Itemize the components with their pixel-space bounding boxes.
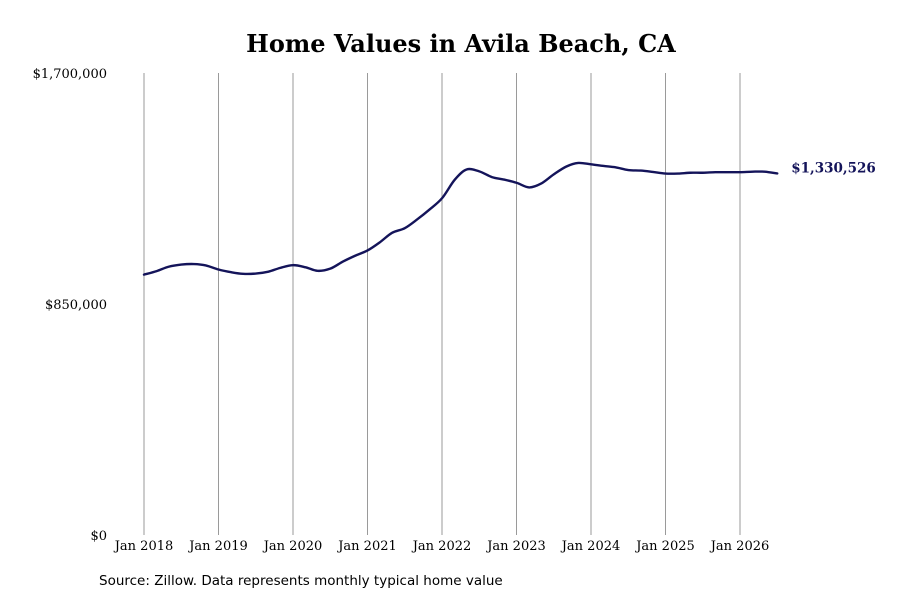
x-tick-label: Jan 2020 bbox=[262, 539, 323, 554]
x-tick-label: Jan 2018 bbox=[113, 539, 174, 554]
end-value-label: $1,330,526 bbox=[791, 160, 876, 176]
x-tick-label: Jan 2021 bbox=[336, 539, 397, 554]
series-line bbox=[142, 161, 779, 276]
y-tick-label: $1,700,000 bbox=[33, 67, 107, 82]
series-layer bbox=[142, 161, 779, 276]
y-axis-ticks: $0 $850,000 $1,700,000 bbox=[33, 67, 107, 544]
x-tick-label: Jan 2025 bbox=[634, 539, 695, 554]
x-axis-ticks: Jan 2018 Jan 2019 Jan 2020 Jan 2021 Jan 2022… bbox=[113, 539, 770, 554]
gridlines bbox=[143, 73, 741, 535]
source-note: Source: Zillow. Data represents monthly … bbox=[99, 573, 503, 589]
x-tick-label: Jan 2024 bbox=[560, 539, 621, 554]
y-tick-label: $850,000 bbox=[45, 298, 107, 313]
chart-title: Home Values in Avila Beach, CA bbox=[246, 29, 676, 58]
x-tick-label: Jan 2019 bbox=[187, 539, 248, 554]
x-tick-label: Jan 2022 bbox=[411, 539, 472, 554]
y-tick-label: $0 bbox=[90, 529, 107, 544]
x-tick-label: Jan 2023 bbox=[485, 539, 546, 554]
x-tick-label: Jan 2026 bbox=[709, 539, 770, 554]
